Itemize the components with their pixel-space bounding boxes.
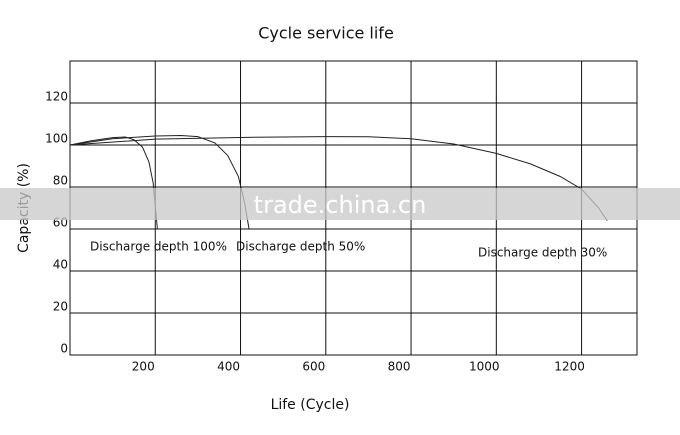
y-tick-label: 20 (53, 300, 68, 314)
series-line (69, 136, 158, 230)
x-tick-label: 800 (388, 360, 411, 374)
y-tick-label: 120 (45, 90, 68, 104)
series-label: Discharge depth 30% (478, 246, 607, 260)
x-tick-label: 400 (217, 360, 240, 374)
x-tick-label: 600 (302, 360, 325, 374)
y-tick-label: 100 (45, 132, 68, 146)
y-tick-label: 0 (60, 342, 68, 356)
y-tick-label: 80 (53, 174, 68, 188)
series-label: Discharge depth 50% (236, 240, 365, 254)
x-tick-label: 1000 (469, 360, 500, 374)
chart-title: Cycle service life (258, 24, 394, 43)
x-tick-label: 1200 (554, 360, 585, 374)
y-tick-label: 40 (53, 258, 68, 272)
x-tick-label: 200 (132, 360, 155, 374)
watermark-band (0, 188, 680, 220)
series-label: Discharge depth 100% (90, 240, 227, 254)
x-axis-label: Life (Cycle) (271, 397, 350, 413)
watermark: trade.china.cn (254, 191, 427, 219)
